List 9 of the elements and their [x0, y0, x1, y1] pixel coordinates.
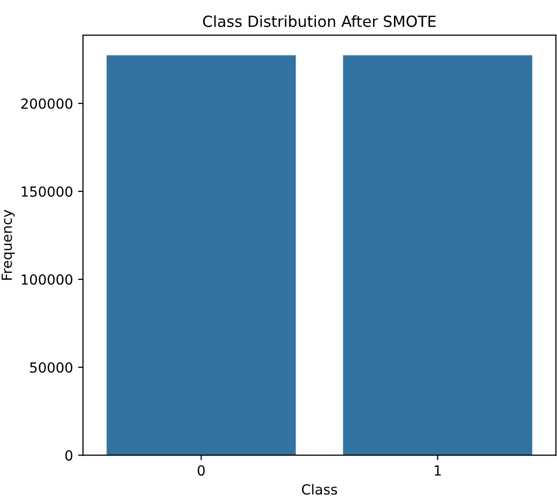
- y-tick-label: 100000: [22, 274, 72, 285]
- y-tick-label: 200000: [21, 98, 72, 109]
- x-axis-title: Class: [302, 484, 338, 495]
- chart-title: Class Distribution After SMOTE: [203, 15, 436, 28]
- y-tick-label: 150000: [22, 186, 72, 197]
- x-tick-label: 1: [434, 465, 441, 476]
- y-tick-label: 50000: [30, 362, 72, 373]
- y-axis-title: Frequency: [2, 210, 15, 280]
- y-tick-label: 0: [65, 450, 72, 461]
